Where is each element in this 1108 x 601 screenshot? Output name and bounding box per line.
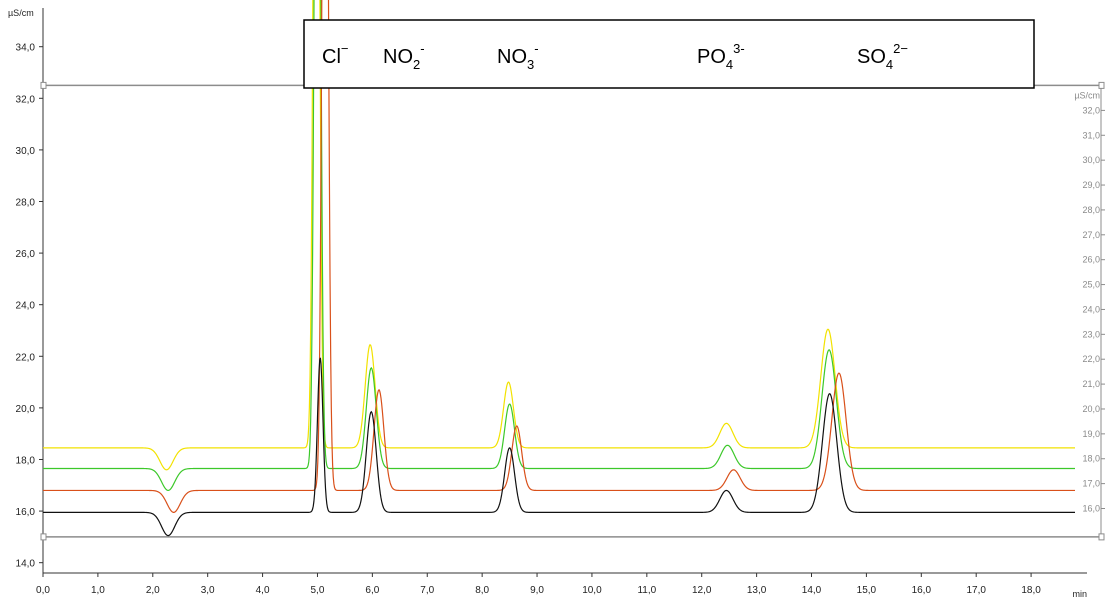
x-tick-label: 5,0 xyxy=(311,585,325,596)
x-tick-label: 13,0 xyxy=(747,585,767,596)
y2-tick-label: 22,0 xyxy=(1082,354,1100,364)
y-tick-label: 30,0 xyxy=(16,146,36,157)
y2-tick-label: 18,0 xyxy=(1082,454,1100,464)
x-tick-label: 0,0 xyxy=(36,585,50,596)
ion-label: NO2- xyxy=(383,41,425,72)
ion-charge: − xyxy=(341,41,349,56)
ion-label: PO43- xyxy=(697,41,745,72)
ion-charge: - xyxy=(534,41,538,56)
y2-tick-label: 26,0 xyxy=(1082,255,1100,265)
y-tick-label: 26,0 xyxy=(16,249,36,260)
x-tick-label: 6,0 xyxy=(365,585,379,596)
series-line-1 xyxy=(43,0,1075,471)
x-tick-label: 15,0 xyxy=(857,585,877,596)
y2-tick-label: 25,0 xyxy=(1082,280,1100,290)
plot-window-handle xyxy=(1098,81,1105,89)
y-tick-label: 32,0 xyxy=(16,94,36,105)
y-tick-label: 28,0 xyxy=(16,197,36,208)
x-tick-label: 10,0 xyxy=(582,585,602,596)
y2-tick-label: 29,0 xyxy=(1082,180,1100,190)
y-tick-label: 14,0 xyxy=(16,559,36,570)
y2-tick-label: 23,0 xyxy=(1082,329,1100,339)
y2-tick-label: 21,0 xyxy=(1082,379,1100,389)
x-tick-label: 2,0 xyxy=(146,585,160,596)
ion-subscript: 2 xyxy=(413,57,420,72)
x-axis-unit-label: min xyxy=(1072,589,1087,599)
plot-window-handle xyxy=(1098,533,1105,541)
x-tick-label: 14,0 xyxy=(802,585,822,596)
x-tick-label: 8,0 xyxy=(475,585,489,596)
y2-tick-label: 32,0 xyxy=(1082,105,1100,115)
ion-subscript: 3 xyxy=(527,57,534,72)
series-line-3 xyxy=(43,0,1075,513)
ion-subscript: 4 xyxy=(726,57,733,72)
y2-tick-label: 30,0 xyxy=(1082,155,1100,165)
ion-label-box xyxy=(303,19,1035,89)
x-tick-label: 12,0 xyxy=(692,585,712,596)
y-tick-label: 16,0 xyxy=(16,507,36,518)
y2-tick-label: 19,0 xyxy=(1082,429,1100,439)
y2-tick-label: 16,0 xyxy=(1082,504,1100,514)
series-group xyxy=(43,0,1075,537)
ion-label: NO3- xyxy=(497,41,539,72)
x-tick-label: 1,0 xyxy=(91,585,105,596)
y-tick-label: 18,0 xyxy=(16,455,36,466)
y2-tick-label: 24,0 xyxy=(1082,304,1100,314)
y2-tick-label: 27,0 xyxy=(1082,230,1100,240)
y-axis-unit-label: µS/cm xyxy=(8,8,34,18)
x-tick-label: 4,0 xyxy=(256,585,270,596)
series-line-2 xyxy=(43,0,1075,492)
y-tick-label: 34,0 xyxy=(16,43,36,54)
x-tick-label: 18,0 xyxy=(1021,585,1041,596)
x-tick-label: 9,0 xyxy=(530,585,544,596)
plot-window-handle xyxy=(40,81,47,89)
ion-charge: 2− xyxy=(893,41,908,56)
ion-symbol: Cl xyxy=(322,46,341,68)
ion-symbol: NO xyxy=(383,46,413,68)
series-line-4 xyxy=(43,357,1075,537)
x-tick-label: 11,0 xyxy=(637,585,656,596)
y2-tick-label: 17,0 xyxy=(1082,479,1100,489)
x-tick-label: 17,0 xyxy=(966,585,986,596)
ion-label: SO42− xyxy=(857,41,908,72)
x-tick-label: 16,0 xyxy=(912,585,932,596)
ion-symbol: NO xyxy=(497,46,527,68)
y-tick-label: 22,0 xyxy=(16,352,36,363)
y2-tick-label: 31,0 xyxy=(1082,130,1100,140)
y-tick-label: 20,0 xyxy=(16,404,36,415)
ion-symbol: SO xyxy=(857,46,886,68)
y2-tick-label: 20,0 xyxy=(1082,404,1100,414)
ion-label: Cl− xyxy=(322,41,348,68)
x-tick-label: 3,0 xyxy=(201,585,215,596)
ion-symbol: PO xyxy=(697,46,726,68)
y2-tick-label: 28,0 xyxy=(1082,205,1100,215)
plot-window-handle xyxy=(40,533,47,541)
x-tick-label: 7,0 xyxy=(420,585,434,596)
y2-axis-unit-label: µS/cm xyxy=(1074,90,1100,100)
ion-charge: - xyxy=(420,41,424,56)
y-tick-label: 24,0 xyxy=(16,301,36,312)
ion-subscript: 4 xyxy=(886,57,893,72)
ion-charge: 3- xyxy=(733,41,745,56)
